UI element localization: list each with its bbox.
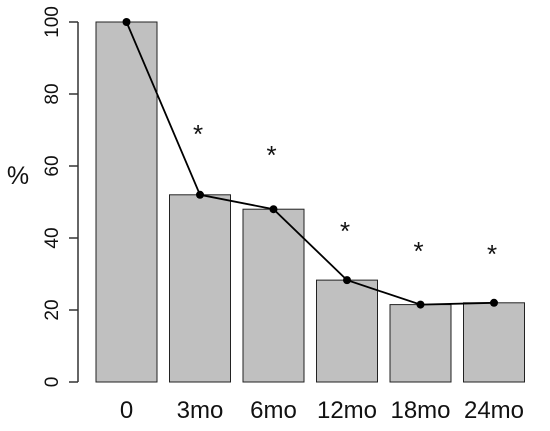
bar-3mo bbox=[169, 194, 231, 383]
y-axis-label: % bbox=[7, 162, 29, 190]
trend-point-6mo bbox=[269, 205, 278, 214]
y-tick-label-100: 100 bbox=[42, 6, 63, 38]
x-tick-label-6mo: 6mo bbox=[250, 397, 297, 424]
significance-marker-12mo: * bbox=[340, 216, 350, 246]
significance-marker-24mo: * bbox=[487, 239, 497, 269]
y-axis: 0 20 40 60 80 100 bbox=[42, 6, 79, 388]
x-tick-label-24mo: 24mo bbox=[464, 397, 524, 424]
trend-point-3mo bbox=[196, 190, 204, 199]
line-series bbox=[122, 18, 498, 309]
significance-marker-3mo: * bbox=[193, 119, 203, 149]
bar-18mo bbox=[389, 304, 452, 383]
y-tick-label-40: 40 bbox=[42, 227, 63, 248]
bar-series bbox=[95, 21, 525, 383]
y-tick-label-20: 20 bbox=[42, 299, 63, 320]
trend-point-24mo bbox=[490, 298, 498, 307]
significance-marker-18mo: * bbox=[413, 236, 423, 266]
trend-line bbox=[125, 21, 495, 306]
bar-12mo bbox=[316, 279, 378, 383]
chart-labels: % 0 3mo * 6mo * 12mo * 18mo * 24mo * bbox=[7, 119, 524, 424]
x-tick-label-12mo: 12mo bbox=[317, 397, 377, 424]
x-tick-label-0: 0 bbox=[120, 397, 133, 424]
bar-6mo bbox=[242, 208, 305, 383]
y-tick-label-80: 80 bbox=[42, 83, 63, 104]
significance-marker-6mo: * bbox=[266, 140, 276, 170]
trend-point-18mo bbox=[416, 300, 425, 309]
trend-point-12mo bbox=[343, 276, 351, 285]
y-tick-label-0: 0 bbox=[42, 377, 63, 388]
bar-0 bbox=[95, 21, 158, 383]
bar-24mo bbox=[463, 302, 525, 383]
x-tick-label-18mo: 18mo bbox=[390, 397, 450, 424]
trend-point-0 bbox=[122, 18, 131, 26]
x-tick-label-3mo: 3mo bbox=[177, 397, 224, 424]
y-tick-label-60: 60 bbox=[42, 155, 63, 176]
